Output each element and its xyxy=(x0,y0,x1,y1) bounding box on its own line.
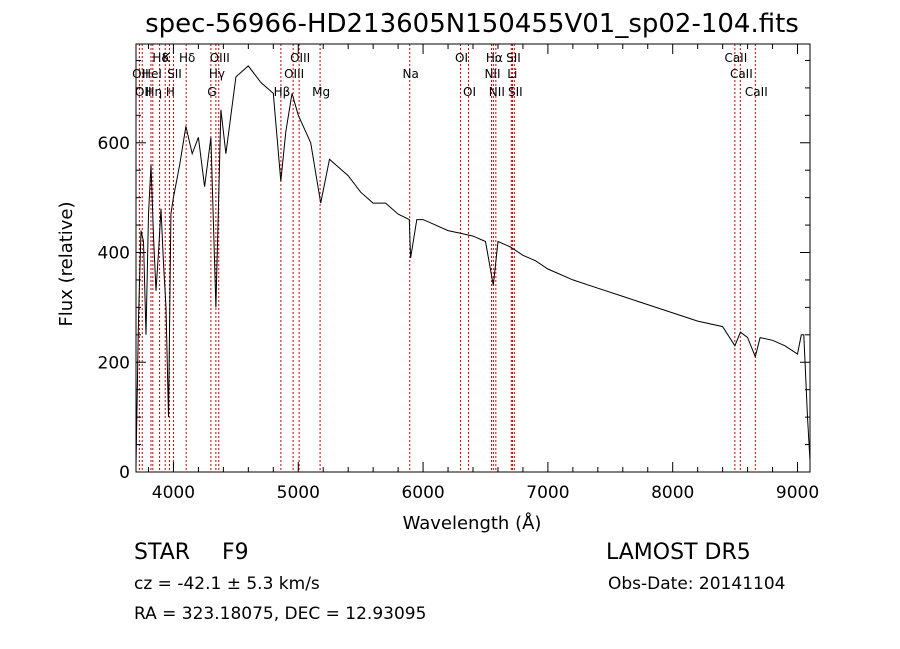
spectral-line-labels: OIIOIIHeIHηHδKHSIIHδGHγOIIIHβOIIIOIIIMgN… xyxy=(132,51,768,99)
line-label-k: K xyxy=(162,51,171,65)
line-label-na: Na xyxy=(403,67,419,81)
x-tick-label: 8000 xyxy=(651,483,694,503)
line-label-sii: SII xyxy=(167,67,182,81)
y-tick-label: 400 xyxy=(98,244,130,264)
line-label-hα: Hα xyxy=(486,51,503,65)
line-label-oii: OII xyxy=(135,85,152,99)
line-label-caii: CaII xyxy=(745,85,768,99)
x-tick-label: 4000 xyxy=(152,483,195,503)
line-label-h: H xyxy=(166,85,175,99)
line-label-mg: Mg xyxy=(312,85,330,99)
line-label-nii: NII xyxy=(484,67,500,81)
y-tick-label: 200 xyxy=(98,353,130,373)
y-axis-label: Flux (relative) xyxy=(56,201,77,326)
coordinates-text: RA = 323.18075, DEC = 12.93095 xyxy=(134,604,427,624)
line-label-hδ: Hδ xyxy=(179,51,195,65)
x-axis: 4000 5000 6000 7000 8000 9000 xyxy=(147,44,819,503)
velocity-text: cz = -42.1 ± 5.3 km/s xyxy=(134,574,320,594)
line-label-sii: SII xyxy=(506,51,521,65)
line-label-hδ: Hδ xyxy=(152,51,168,65)
line-label-hβ: Hβ xyxy=(274,85,291,99)
line-label-caii: CaII xyxy=(730,67,753,81)
y-axis: 0 200 400 600 xyxy=(98,59,810,483)
object-subclass: F9 xyxy=(222,540,249,565)
y-tick-label: 0 xyxy=(119,463,130,483)
line-label-oiii: OIII xyxy=(284,67,304,81)
line-label-oi: OI xyxy=(463,85,476,99)
y-tick-label: 600 xyxy=(98,134,130,154)
line-label-hei: HeI xyxy=(142,67,162,81)
line-label-li: Li xyxy=(507,67,517,81)
line-label-g: G xyxy=(207,85,216,99)
obs-date-text: Obs-Date: 20141104 xyxy=(608,574,786,594)
x-tick-label: 7000 xyxy=(526,483,569,503)
plot-frame xyxy=(135,43,811,473)
line-label-hγ: Hγ xyxy=(209,67,225,81)
chart-title: spec-56966-HD213605N150455V01_sp02-104.f… xyxy=(145,9,799,39)
spectral-line-markers xyxy=(138,44,756,472)
spectrum-line xyxy=(135,65,811,467)
line-label-oiii: OIII xyxy=(210,51,230,65)
survey-name: LAMOST DR5 xyxy=(606,540,751,565)
line-label-sii: SII xyxy=(508,85,523,99)
object-class: STAR xyxy=(134,540,191,565)
x-tick-label: 9000 xyxy=(776,483,819,503)
x-tick-label: 6000 xyxy=(401,483,444,503)
line-label-caii: CaII xyxy=(724,51,747,65)
x-tick-label: 5000 xyxy=(277,483,320,503)
line-label-hη: Hη xyxy=(146,85,163,99)
line-label-nii: NII xyxy=(489,85,505,99)
line-label-oiii: OIII xyxy=(290,51,310,65)
x-axis-label: Wavelength (Å) xyxy=(403,512,542,534)
line-label-oi: OI xyxy=(455,51,468,65)
